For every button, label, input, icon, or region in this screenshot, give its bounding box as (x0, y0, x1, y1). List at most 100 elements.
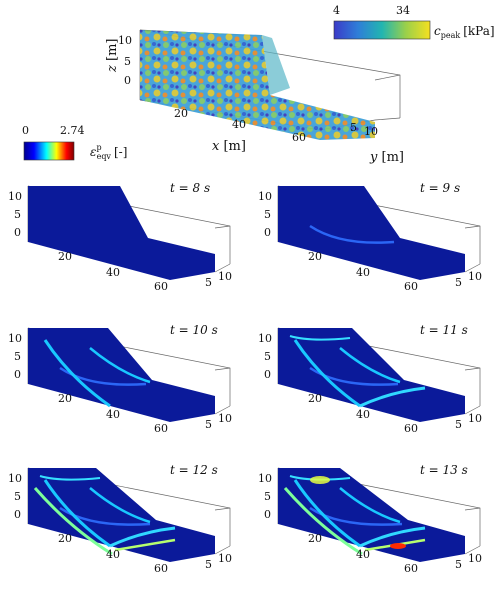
shear-band (59, 506, 151, 526)
panel-y-tick: 10 (218, 552, 232, 565)
panel-z-tick: 5 (14, 350, 21, 363)
panel-z-tick: 5 (264, 490, 271, 503)
high-strain-zone (310, 476, 330, 484)
panel-time-label: t = 13 s (420, 463, 468, 477)
high-strain-zone (390, 543, 406, 549)
shear-band (59, 366, 147, 386)
panel-x-tick: 40 (356, 266, 370, 279)
panel-x-tick: 40 (356, 548, 370, 561)
cpeak-z-tick: 10 (118, 34, 132, 47)
panel-z-tick: 0 (14, 508, 21, 521)
panel-z-tick: 10 (258, 332, 272, 345)
panel-y-tick: 10 (468, 552, 482, 565)
panel-y-tick: 10 (468, 412, 482, 425)
shear-band (339, 347, 401, 384)
shear-band (359, 386, 426, 408)
panel-time-label: t = 8 s (170, 181, 210, 195)
panel-time-label: t = 11 s (420, 323, 468, 337)
cpeak-colorbar-gradient (333, 20, 431, 40)
panel-x-tick: 40 (356, 408, 370, 421)
panel-y-tick: 5 (205, 418, 212, 431)
eqv-colorbar-gradient (23, 141, 75, 161)
panel-x-tick: 40 (106, 548, 120, 561)
shear-band (359, 526, 426, 548)
eqv-colorbar: 0 2.74 εp eqv [-] (22, 124, 127, 161)
shear-band (309, 506, 403, 526)
strain-panel-1: 10 5 0 20 40 60 5 10 t = 8 s (8, 181, 232, 293)
panel-time-label: t = 9 s (420, 181, 460, 195)
shear-band (89, 347, 151, 384)
panel-z-tick: 0 (264, 508, 271, 521)
cpeak-z-tick: 0 (124, 74, 131, 87)
shear-band (293, 479, 361, 548)
eqv-colorbar-label: εp eqv [-] (90, 143, 127, 161)
panel-z-tick: 5 (14, 490, 21, 503)
cpeak-colorbar-min: 4 (333, 4, 340, 17)
strain-panel-3: 10 5 0 20 40 60 5 10 t = 10 s (8, 323, 232, 435)
panel-slope-body (28, 328, 215, 422)
strain-panel-6: 10 5 0 20 40 60 5 10 t = 13 s (258, 463, 482, 575)
panel-x-tick: 20 (308, 532, 322, 545)
panel-z-tick: 0 (14, 226, 21, 239)
panel-slope-body (28, 186, 215, 280)
shear-band (289, 335, 351, 341)
panel-z-tick: 5 (14, 208, 21, 221)
cpeak-x-ticks: 20 40 60 (174, 107, 306, 144)
panel-z-tick: 5 (264, 208, 271, 221)
cpeak-y-label: y [m] (369, 150, 404, 165)
cpeak-y-tick: 5 (350, 121, 357, 134)
cpeak-plot: 10 5 0 z [m] 20 40 60 x [m] 5 10 y [m] 4… (105, 4, 495, 165)
panel-x-tick: 60 (404, 280, 418, 293)
panel-y-tick: 10 (468, 270, 482, 283)
panel-slope-body (278, 468, 465, 562)
shear-band (89, 487, 151, 524)
shear-band (114, 538, 176, 552)
panel-x-tick: 60 (154, 562, 168, 575)
panel-x-tick: 20 (308, 250, 322, 263)
panel-slope-body (278, 186, 465, 280)
panel-y-tick: 5 (205, 558, 212, 571)
shear-band (43, 479, 111, 548)
shear-band (339, 487, 401, 524)
cpeak-z-ticks: 10 5 0 (118, 34, 132, 87)
panel-slope-body (28, 468, 215, 562)
cpeak-x-label: x [m] (212, 139, 246, 154)
eqv-colorbar-min: 0 (22, 124, 29, 137)
panel-x-tick: 20 (58, 250, 72, 263)
panel-y-tick: 5 (455, 558, 462, 571)
shear-band (109, 526, 176, 548)
strain-panel-4: 10 5 0 20 40 60 5 10 t = 11 s (258, 323, 482, 435)
panel-z-tick: 10 (8, 472, 22, 485)
eqv-colorbar-max: 2.74 (60, 124, 85, 137)
panel-y-tick: 10 (218, 270, 232, 283)
cpeak-colorbar-label: cpeak [kPa] (434, 24, 495, 40)
panel-x-tick: 60 (404, 422, 418, 435)
panel-z-tick: 10 (8, 332, 22, 345)
panel-y-tick: 10 (218, 412, 232, 425)
panel-x-tick: 60 (154, 422, 168, 435)
cpeak-colorbar: 4 34 cpeak [kPa] (333, 4, 495, 40)
panel-time-label: t = 12 s (170, 463, 218, 477)
shear-band (39, 475, 101, 481)
panel-x-tick: 40 (106, 266, 120, 279)
cpeak-y-ticks: 5 10 (350, 121, 378, 138)
cpeak-z-tick: 5 (124, 55, 131, 68)
panel-slope-body (278, 328, 465, 422)
shear-band (33, 487, 113, 556)
panel-time-label: t = 10 s (170, 323, 218, 337)
cpeak-x-tick: 20 (174, 107, 188, 120)
cpeak-x-tick: 60 (292, 131, 306, 144)
panel-y-tick: 5 (455, 418, 462, 431)
panel-x-tick: 40 (106, 408, 120, 421)
panel-x-tick: 20 (58, 532, 72, 545)
strain-panel-2: 10 5 0 20 40 60 5 10 t = 9 s (258, 181, 482, 293)
shear-band (309, 366, 399, 386)
cpeak-y-tick: 10 (364, 125, 378, 138)
shear-band (283, 487, 363, 556)
panel-z-tick: 0 (264, 226, 271, 239)
panel-x-tick: 60 (404, 562, 418, 575)
panel-x-tick: 20 (58, 392, 72, 405)
panel-z-tick: 0 (14, 368, 21, 381)
cpeak-slope-surface (140, 30, 375, 140)
shear-band (43, 339, 111, 408)
